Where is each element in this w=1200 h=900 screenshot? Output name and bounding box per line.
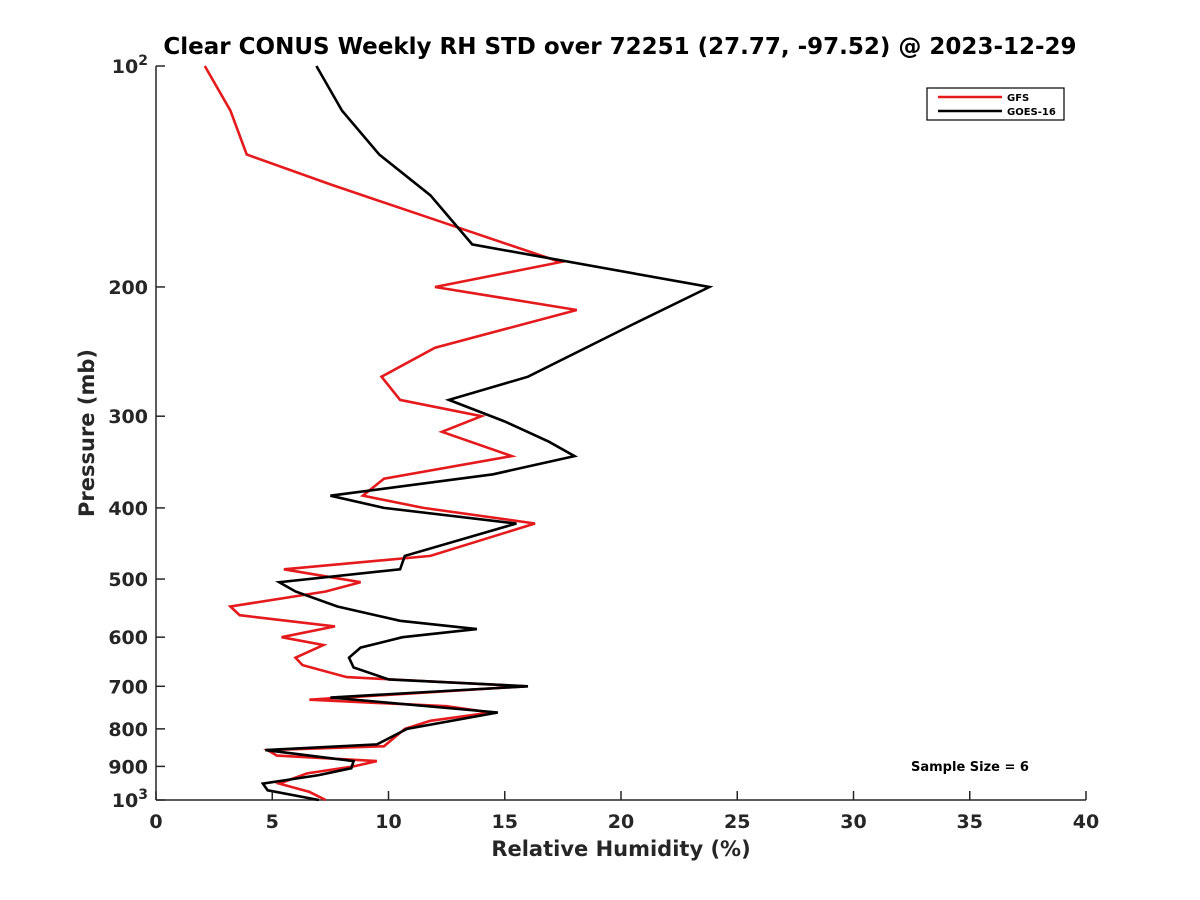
x-tick-label: 0 xyxy=(149,811,162,833)
legend-label-gfs: GFS xyxy=(1007,93,1029,104)
legend-label-goes16: GOES-16 xyxy=(1007,107,1056,118)
sample-size-annotation: Sample Size = 6 xyxy=(911,760,1029,775)
series-line-gfs xyxy=(203,65,578,802)
x-axis-ticks: 0 5 10 15 20 25 30 35 40 xyxy=(149,791,1099,833)
y-tick-label: 900 xyxy=(108,756,148,778)
x-tick-label: 10 xyxy=(375,811,401,833)
legend: GFS GOES-16 xyxy=(926,87,1065,121)
chart-title: Clear CONUS Weekly RH STD over 72251 (27… xyxy=(163,34,1076,60)
y-tick-label: 102 xyxy=(112,53,148,78)
y-tick-label: 103 xyxy=(112,787,148,812)
x-tick-label: 15 xyxy=(492,811,518,833)
y-tick-label: 300 xyxy=(108,406,148,428)
y-tick-label: 600 xyxy=(108,627,148,649)
y-tick-label: 400 xyxy=(108,498,148,520)
x-tick-label: 35 xyxy=(957,811,983,833)
x-tick-label: 20 xyxy=(608,811,634,833)
y-axis-ticks: 102 200 300 400 500 600 700 800 900 103 xyxy=(108,53,165,812)
plot-area: 0 5 10 15 20 25 30 35 40 102 200 300 400 500 600 700 80… xyxy=(108,53,1099,833)
x-tick-label: 40 xyxy=(1073,811,1099,833)
y-tick-label: 500 xyxy=(108,569,148,591)
series-layer xyxy=(203,65,714,802)
y-tick-label: 800 xyxy=(108,719,148,741)
x-tick-label: 30 xyxy=(840,811,866,833)
y-tick-label: 200 xyxy=(108,277,148,299)
y-tick-label: 700 xyxy=(108,676,148,698)
x-tick-label: 25 xyxy=(724,811,750,833)
series-line-goes16 xyxy=(260,65,714,802)
x-axis-label: Relative Humidity (%) xyxy=(491,837,750,861)
legend-box xyxy=(926,87,1065,121)
x-tick-label: 5 xyxy=(266,811,279,833)
y-axis-label: Pressure (mb) xyxy=(75,349,99,517)
